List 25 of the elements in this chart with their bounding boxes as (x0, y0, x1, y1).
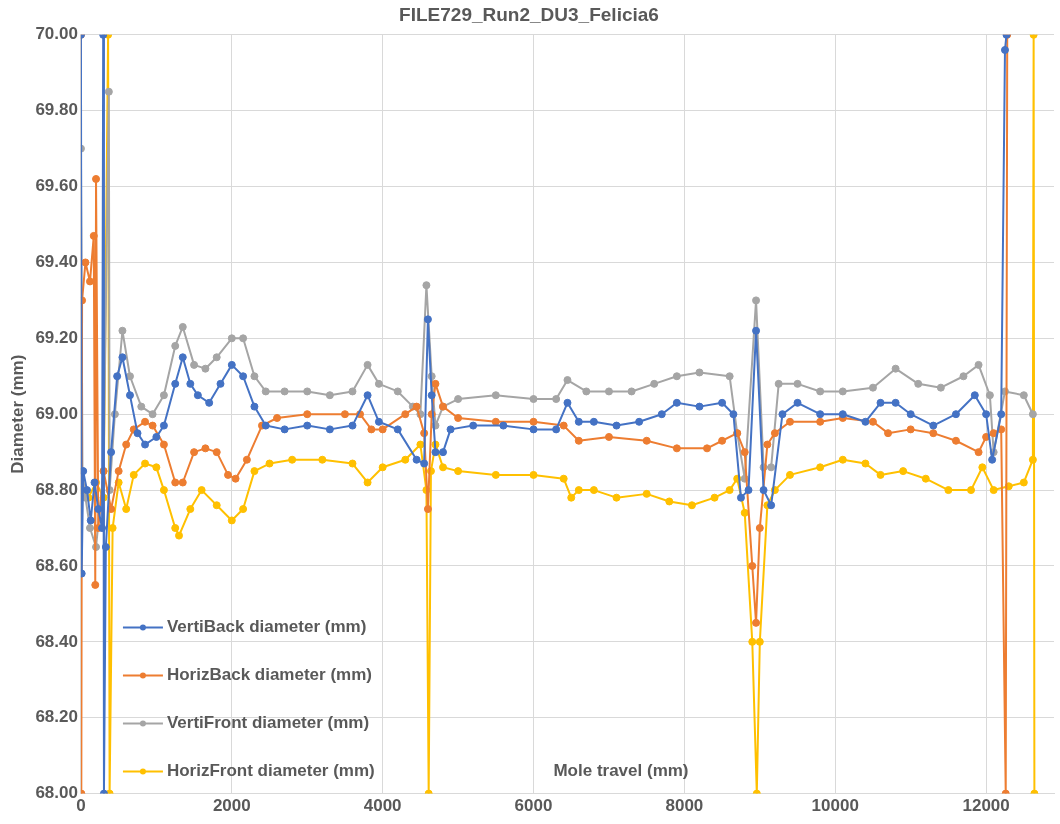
x-tick-label: 4000 (363, 796, 402, 816)
legend-label: VertiBack diameter (mm) (166, 617, 367, 637)
y-tick-label: 68.20 (35, 707, 78, 727)
x-tick-label: 10000 (811, 796, 859, 816)
legend-label: HorizBack diameter (mm) (166, 665, 372, 685)
y-tick-label: 69.20 (35, 328, 78, 348)
chart-title: FILE729_Run2_DU3_Felicia6 (399, 3, 659, 25)
y-tick-label: 68.00 (35, 783, 78, 803)
x-tick-label: 8000 (665, 796, 704, 816)
y-tick-label: 70.00 (35, 24, 78, 44)
x-tick-label: 6000 (514, 796, 553, 816)
y-tick-label: 69.40 (35, 252, 78, 272)
legend-label: HorizFront diameter (mm) (166, 761, 375, 781)
x-tick-label: 12000 (962, 796, 1010, 816)
y-tick-label: 69.80 (35, 100, 78, 120)
y-tick-label: 68.60 (35, 555, 78, 575)
y-tick-label: 69.60 (35, 176, 78, 196)
x-tick-label: 2000 (212, 796, 251, 816)
x-axis-title: Mole travel (mm) (553, 761, 689, 781)
legend-label: VertiFront diameter (mm) (166, 713, 370, 733)
y-tick-label: 68.80 (35, 479, 78, 499)
y-axis-title: Diameter (mm) (7, 354, 27, 474)
y-tick-label: 68.40 (35, 631, 78, 651)
x-tick-label: 0 (76, 796, 86, 816)
y-tick-label: 69.00 (35, 403, 78, 423)
